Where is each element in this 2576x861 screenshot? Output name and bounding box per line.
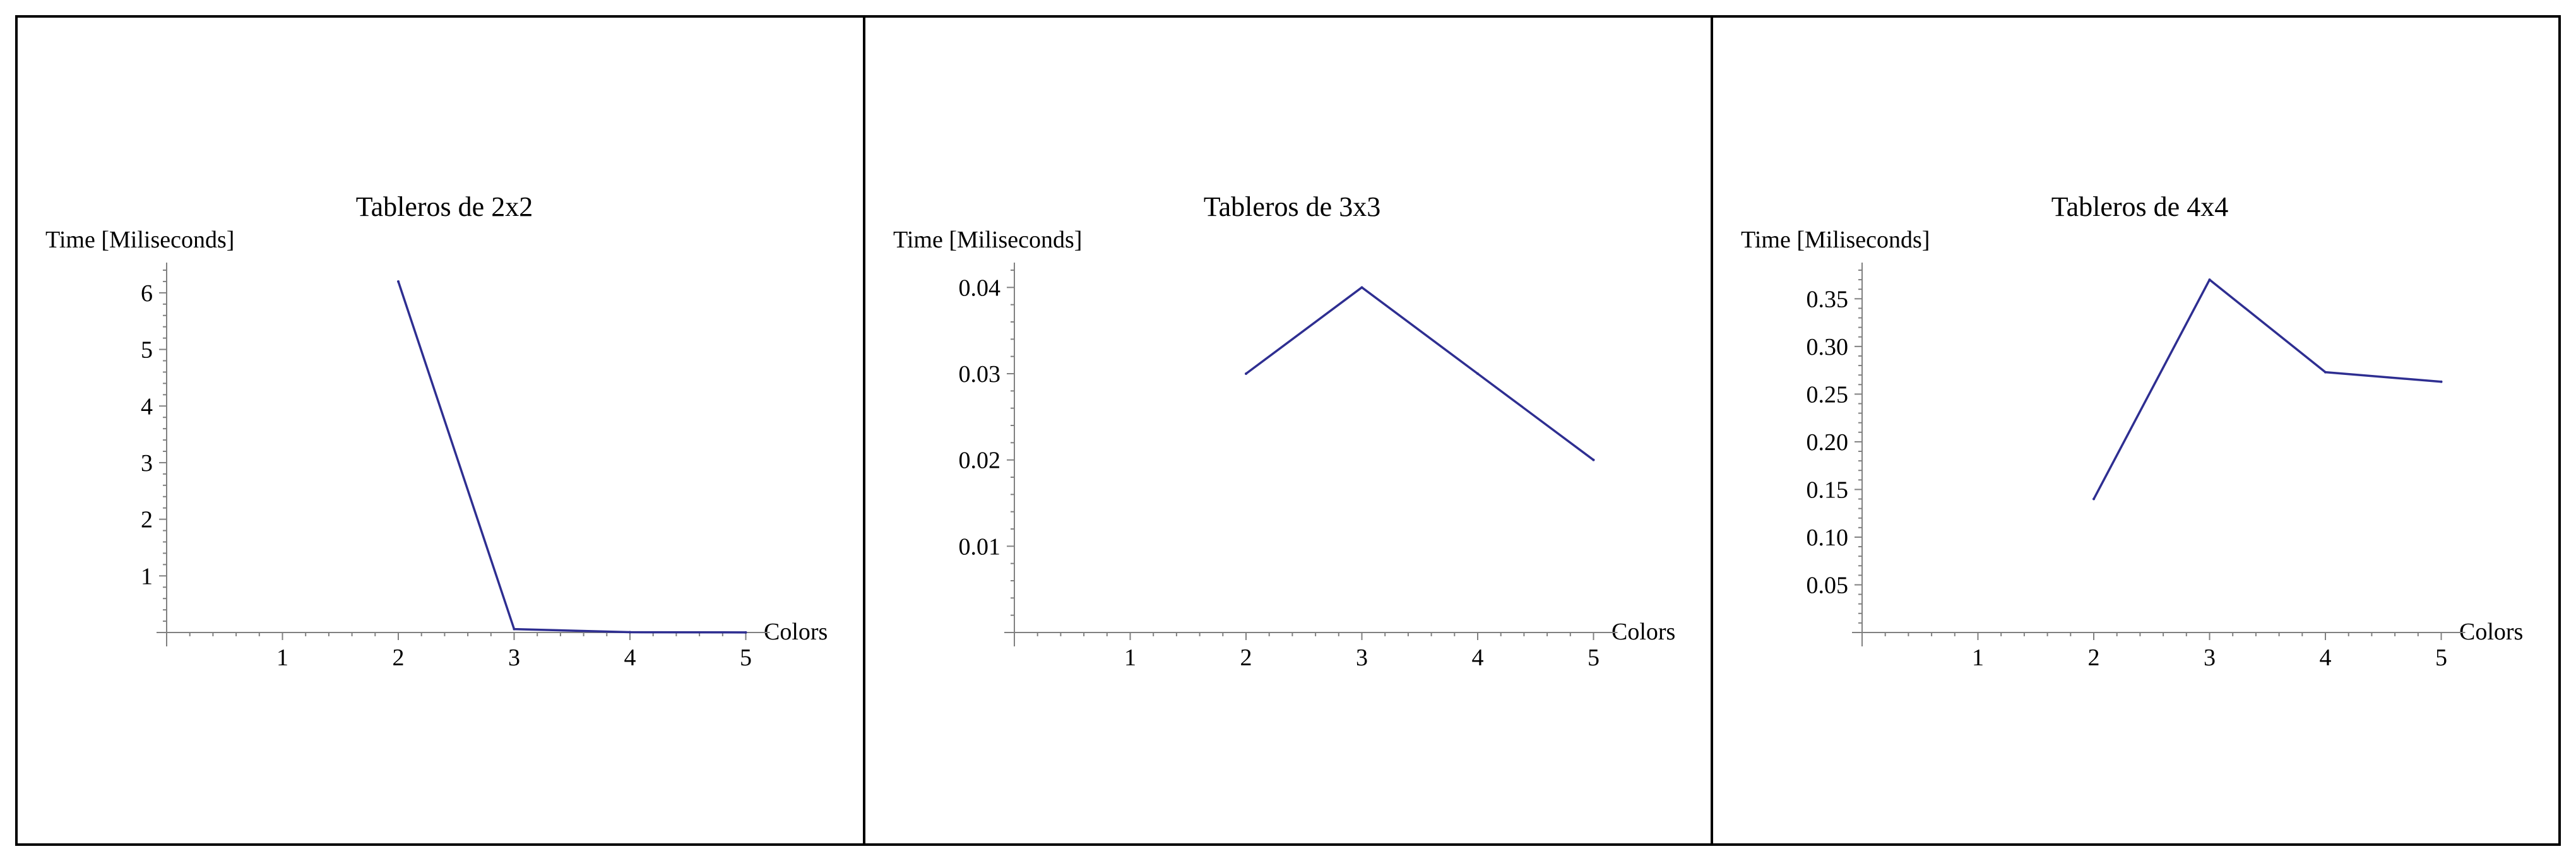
x-axis-label: Colors <box>764 619 828 645</box>
chart-panel-3: Tableros de 4x4 Time [Miliseconds] Colors 1… <box>1741 191 2523 671</box>
series-line <box>2092 278 2442 500</box>
y-tick-label: 0.25 <box>1807 381 1849 408</box>
y-tick-label: 4 <box>141 393 153 420</box>
y-tick-label: 1 <box>141 563 153 590</box>
x-tick-label: 5 <box>740 644 752 671</box>
x-tick-label: 3 <box>1356 644 1368 671</box>
y-tick-label: 3 <box>141 450 153 477</box>
chart-title: Tableros de 4x4 <box>2051 191 2228 222</box>
data-point <box>1592 458 1595 461</box>
outer-frame <box>15 15 2561 846</box>
y-tick-label: 5 <box>141 337 153 364</box>
data-point <box>513 627 516 631</box>
x-tick-label: 4 <box>1472 644 1484 671</box>
x-tick-label: 5 <box>2435 644 2447 671</box>
x-tick-label: 4 <box>2320 644 2332 671</box>
data-point <box>1245 372 1247 375</box>
y-tick-label: 0.35 <box>1807 286 1849 312</box>
x-tick-label: 1 <box>1124 644 1136 671</box>
data-point <box>1360 286 1363 289</box>
y-tick-label: 0.01 <box>959 533 1001 560</box>
series-line <box>397 281 746 634</box>
data-point <box>1476 372 1479 375</box>
y-tick-label: 6 <box>141 280 153 307</box>
x-tick-label: 2 <box>2088 644 2100 671</box>
y-tick-label: 0.20 <box>1807 429 1849 456</box>
data-point <box>629 631 631 634</box>
x-tick-label: 2 <box>1240 644 1252 671</box>
x-tick-label: 3 <box>508 644 520 671</box>
y-tick-label: 0.30 <box>1807 334 1849 360</box>
x-tick-label: 3 <box>2204 644 2216 671</box>
data-point <box>2092 497 2095 501</box>
data-point <box>2208 278 2211 282</box>
x-tick-label: 4 <box>624 644 636 671</box>
chart-panel-1: Tableros de 2x2 Time [Miliseconds] Colors 1… <box>45 191 828 671</box>
chart-title: Tableros de 3x3 <box>1204 191 1380 222</box>
chart-title: Tableros de 2x2 <box>356 191 533 222</box>
data-point <box>397 280 400 283</box>
x-axis-label: Colors <box>1611 619 1675 645</box>
y-tick-label: 0.10 <box>1807 525 1849 551</box>
y-tick-label: 0.04 <box>959 275 1001 301</box>
y-axis-label: Time [Miliseconds] <box>893 227 1082 253</box>
y-tick-label: 2 <box>141 507 153 533</box>
x-tick-label: 1 <box>276 644 288 671</box>
chart-panel-2: Tableros de 3x3 Time [Miliseconds] Colors 1… <box>893 191 1675 671</box>
series-line <box>1245 286 1594 461</box>
y-axis-label: Time [Miliseconds] <box>45 227 234 253</box>
x-tick-label: 5 <box>1588 644 1600 671</box>
y-tick-label: 0.03 <box>959 361 1001 388</box>
x-tick-label: 1 <box>1972 644 1984 671</box>
data-point <box>2324 371 2327 374</box>
y-tick-label: 0.05 <box>1807 572 1849 598</box>
x-tick-label: 2 <box>393 644 405 671</box>
data-point <box>2440 380 2443 383</box>
y-axis-label: Time [Miliseconds] <box>1741 227 1930 253</box>
y-tick-label: 0.02 <box>959 448 1001 474</box>
data-point <box>744 631 747 634</box>
y-tick-label: 0.15 <box>1807 477 1849 503</box>
x-axis-label: Colors <box>2459 619 2523 645</box>
